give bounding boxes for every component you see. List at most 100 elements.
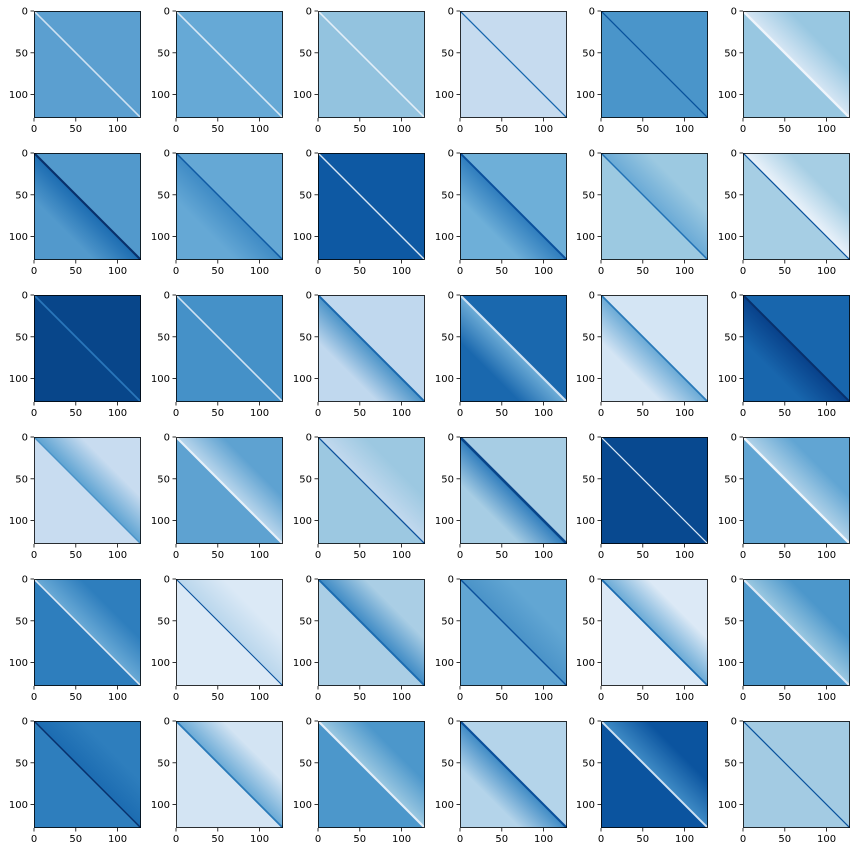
- y-tick-label: 0: [448, 149, 454, 160]
- y-tick-label: 100: [576, 516, 595, 527]
- x-tick-label: 50: [636, 692, 649, 703]
- x-tick-label: 100: [392, 692, 411, 703]
- y-tick-label: 100: [576, 800, 595, 811]
- y-tick-label: 0: [306, 717, 312, 728]
- x-tick-label: 50: [495, 124, 508, 135]
- y-tick-label: 50: [15, 474, 28, 485]
- x-tick-label: 100: [392, 266, 411, 277]
- y-tick-label: 100: [435, 658, 454, 669]
- y-tick-label: 50: [441, 758, 454, 769]
- x-tick-label: 100: [250, 834, 269, 845]
- y-tick-label: 0: [731, 7, 737, 18]
- y-tick-label: 0: [164, 291, 170, 302]
- axes-frame: [318, 295, 425, 402]
- heatmap-panel-8: 0 50 100 0 50 100: [151, 149, 283, 277]
- x-tick-label: 50: [353, 692, 366, 703]
- y-tick-label: 50: [441, 48, 454, 59]
- axes-frame: [601, 295, 708, 402]
- heatmap-diagonal: [601, 721, 708, 828]
- y-tick-label: 0: [22, 149, 28, 160]
- y-tick-label: 100: [151, 90, 170, 101]
- y-tick-label: 50: [441, 616, 454, 627]
- heatmap-panel-32: 0 50 100 0 50 100: [151, 717, 283, 845]
- y-tick-label: 0: [731, 717, 737, 728]
- y-tick-label: 0: [22, 575, 28, 586]
- heatmap-diagonal: [176, 579, 283, 686]
- x-tick-label: 100: [817, 692, 836, 703]
- y-tick-label: 100: [151, 374, 170, 385]
- y-tick-label: 0: [306, 7, 312, 18]
- x-tick-label: 100: [250, 408, 269, 419]
- axes-frame: [743, 295, 850, 402]
- axes-frame: [460, 579, 567, 686]
- y-tick-label: 0: [589, 575, 595, 586]
- heatmap-panel-19: 0 50 100 0 50 100: [9, 433, 141, 561]
- x-tick-label: 100: [108, 834, 127, 845]
- heatmap-panel-6: 0 50 100 0 50 100: [718, 7, 850, 135]
- axes-frame: [318, 437, 425, 544]
- y-tick-label: 50: [157, 474, 170, 485]
- x-tick-label: 50: [778, 266, 791, 277]
- y-tick-label: 50: [299, 332, 312, 343]
- y-tick-label: 100: [151, 232, 170, 243]
- axes-frame: [743, 579, 850, 686]
- x-tick-label: 0: [315, 550, 321, 561]
- x-tick-label: 50: [778, 692, 791, 703]
- axes-frame: [318, 153, 425, 260]
- heatmap-diagonal: [460, 437, 567, 544]
- y-tick-label: 0: [731, 149, 737, 160]
- y-tick-label: 50: [582, 474, 595, 485]
- x-tick-label: 0: [740, 550, 746, 561]
- y-tick-label: 0: [22, 717, 28, 728]
- y-tick-label: 0: [22, 291, 28, 302]
- y-tick-label: 0: [448, 7, 454, 18]
- heatmap-panel-31: 0 50 100 0 50 100: [9, 717, 141, 845]
- x-tick-label: 0: [598, 124, 604, 135]
- x-tick-label: 50: [778, 550, 791, 561]
- y-tick-label: 100: [293, 90, 312, 101]
- y-tick-label: 50: [15, 616, 28, 627]
- x-tick-label: 0: [173, 692, 179, 703]
- y-tick-label: 100: [435, 516, 454, 527]
- y-tick-label: 0: [306, 433, 312, 444]
- x-tick-label: 0: [740, 266, 746, 277]
- y-tick-label: 0: [306, 575, 312, 586]
- y-tick-label: 100: [435, 800, 454, 811]
- heatmap-panel-29: 0 50 100 0 50 100: [576, 575, 708, 703]
- x-tick-label: 50: [495, 408, 508, 419]
- x-tick-label: 0: [740, 692, 746, 703]
- heatmap-panel-20: 0 50 100 0 50 100: [151, 433, 283, 561]
- heatmap-panel-14: 0 50 100 0 50 100: [151, 291, 283, 419]
- heatmap-panel-28: 0 50 100 0 50 100: [435, 575, 567, 703]
- x-tick-label: 50: [636, 266, 649, 277]
- heatmap-diagonal: [743, 579, 850, 686]
- y-tick-label: 50: [582, 190, 595, 201]
- y-tick-label: 50: [724, 190, 737, 201]
- x-tick-label: 50: [211, 124, 224, 135]
- y-tick-label: 50: [15, 48, 28, 59]
- heatmap-panel-11: 0 50 100 0 50 100: [576, 149, 708, 277]
- heatmap-diagonal: [34, 579, 141, 686]
- x-tick-label: 50: [353, 550, 366, 561]
- x-tick-label: 50: [69, 266, 82, 277]
- y-tick-label: 50: [724, 474, 737, 485]
- y-tick-label: 0: [589, 291, 595, 302]
- axes-frame: [34, 437, 141, 544]
- x-tick-label: 50: [69, 550, 82, 561]
- y-tick-label: 100: [151, 516, 170, 527]
- axes-frame: [743, 721, 850, 828]
- heatmap-panel-34: 0 50 100 0 50 100: [435, 717, 567, 845]
- x-tick-label: 0: [173, 834, 179, 845]
- x-tick-label: 50: [778, 834, 791, 845]
- y-tick-label: 100: [293, 374, 312, 385]
- heatmap-diagonal: [34, 295, 141, 402]
- x-tick-label: 50: [495, 266, 508, 277]
- y-tick-label: 50: [724, 48, 737, 59]
- y-tick-label: 0: [22, 7, 28, 18]
- x-tick-label: 0: [457, 692, 463, 703]
- y-tick-label: 100: [293, 800, 312, 811]
- y-tick-label: 50: [299, 190, 312, 201]
- heatmap-panel-17: 0 50 100 0 50 100: [576, 291, 708, 419]
- heatmap-panel-30: 0 50 100 0 50 100: [718, 575, 850, 703]
- axes-frame: [34, 295, 141, 402]
